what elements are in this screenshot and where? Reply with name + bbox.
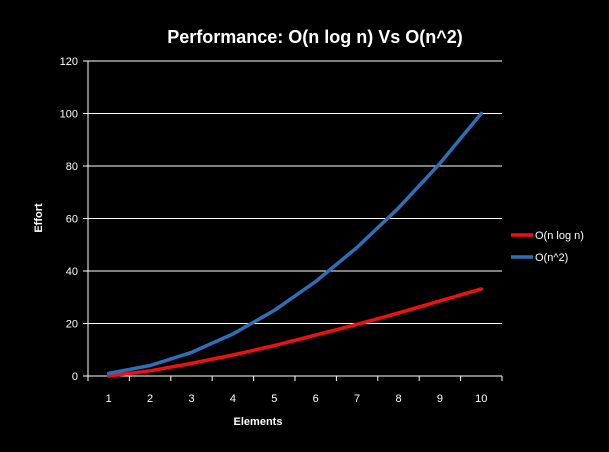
chart-title: Performance: O(n log n) Vs O(n^2)	[167, 27, 463, 47]
series-lines	[106, 111, 484, 378]
x-tick-label: 7	[354, 393, 360, 405]
series-line-1	[106, 111, 484, 376]
y-tick-labels: 0 20 40 60 80 100 120	[60, 56, 78, 383]
x-tick-label: 8	[395, 393, 401, 405]
x-tick-labels: 1 2 3 4 5 6 7 8 9 10	[106, 393, 488, 405]
x-tick-label: 9	[437, 393, 443, 405]
y-tick-label: 0	[72, 371, 78, 383]
x-tick-label: 6	[313, 393, 319, 405]
legend: O(n log n) O(n^2)	[511, 230, 584, 264]
legend-label: O(n^2)	[535, 252, 568, 264]
y-tick-label: 60	[66, 214, 78, 226]
y-tick-label: 120	[60, 56, 78, 68]
x-tick-label: 5	[271, 393, 277, 405]
x-tick-label: 10	[475, 393, 487, 405]
y-axis-title: Effort	[33, 203, 45, 233]
x-tick-label: 2	[147, 393, 153, 405]
x-tick-label: 3	[188, 393, 194, 405]
x-tick-label: 4	[230, 393, 236, 405]
y-tick-label: 100	[60, 109, 78, 121]
x-axis-title: Elements	[234, 416, 283, 428]
y-tick-label: 80	[66, 161, 78, 173]
legend-label: O(n log n)	[535, 230, 584, 242]
series-line-0	[106, 287, 484, 378]
axes	[87, 61, 503, 381]
x-tick-label: 1	[106, 393, 112, 405]
gridlines	[83, 60, 502, 377]
y-tick-label: 20	[66, 319, 78, 331]
y-tick-label: 40	[66, 266, 78, 278]
